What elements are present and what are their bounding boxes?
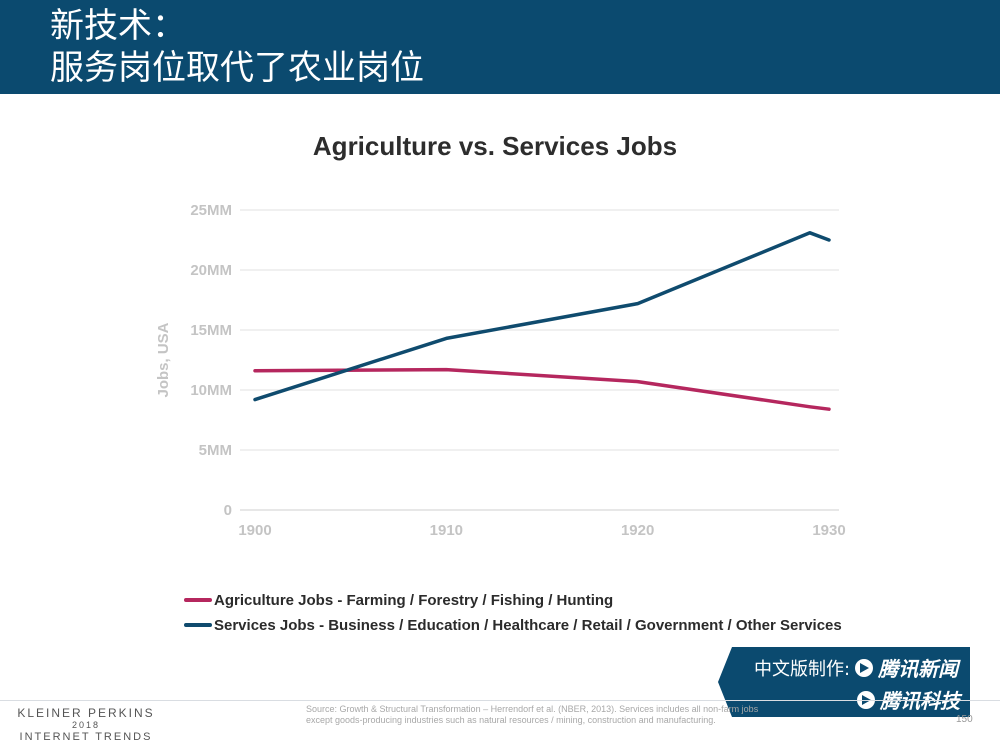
y-tick-label: 20MM — [190, 262, 232, 279]
x-tick-label: 1900 — [238, 522, 271, 539]
line-chart: Agriculture vs. Services Jobs Jobs, USA … — [155, 131, 846, 539]
y-tick-label: 5MM — [199, 442, 232, 459]
legend-label-services: Services Jobs - Business / Education / H… — [214, 616, 842, 634]
x-tick-label: 1910 — [430, 522, 463, 539]
y-tick-label: 15MM — [190, 322, 232, 339]
legend-swatch-agriculture — [184, 598, 212, 602]
legend-swatch-services — [184, 623, 212, 627]
slide-title-line-2: 服务岗位取代了农业岗位 — [50, 48, 424, 88]
x-tick-label: 1920 — [621, 522, 654, 539]
footer-year: 2018 — [71, 720, 101, 730]
legend-item-services: Services Jobs - Business / Education / H… — [184, 615, 842, 635]
footer-report: INTERNET TRENDS — [19, 731, 153, 743]
brand-news-name: 腾讯新闻 — [878, 657, 959, 681]
legend-item-agriculture: Agriculture Jobs - Farming / Forestry / … — [184, 590, 613, 610]
source-note: Source: Growth & Structural Transformati… — [306, 704, 759, 725]
brand-line-news: 中文版制作: 腾讯新闻 — [754, 653, 958, 682]
slide-header: 新技术： 服务岗位取代了农业岗位 — [0, 0, 1000, 94]
series-lines — [253, 231, 831, 411]
x-tick-labels: 1900 1910 1920 1930 — [238, 522, 845, 539]
legend-label-agriculture: Agriculture Jobs - Farming / Forestry / … — [214, 591, 614, 609]
slide-title-line-1: 新技术： — [50, 6, 186, 46]
x-tick-label: 1930 — [812, 522, 845, 539]
services-series-line — [253, 231, 831, 402]
footer-company: KLEINER PERKINS — [17, 706, 155, 720]
tencent-logo-icon — [857, 690, 875, 709]
grid-lines — [240, 209, 839, 511]
page-number: 150 — [956, 714, 973, 725]
agriculture-series-line — [253, 367, 831, 411]
brand-line-tech: 腾讯科技 — [852, 685, 960, 714]
tencent-logo-icon — [855, 658, 874, 677]
brand-prefix: 中文版制作: — [754, 658, 851, 680]
footer-divider — [0, 700, 1000, 701]
y-tick-label: 0 — [224, 502, 232, 519]
y-tick-label: 10MM — [190, 382, 232, 399]
y-tick-labels: 0 5MM 10MM 15MM 20MM 25MM — [190, 202, 232, 519]
chart-title: Agriculture vs. Services Jobs — [313, 131, 677, 161]
brand-badge: 中文版制作: 腾讯新闻 腾讯科技 — [718, 647, 970, 717]
y-tick-label: 25MM — [190, 202, 232, 219]
brand-badge-notch — [718, 647, 732, 717]
y-axis-label: Jobs, USA — [155, 322, 172, 397]
brand-tech-name: 腾讯科技 — [880, 689, 960, 713]
